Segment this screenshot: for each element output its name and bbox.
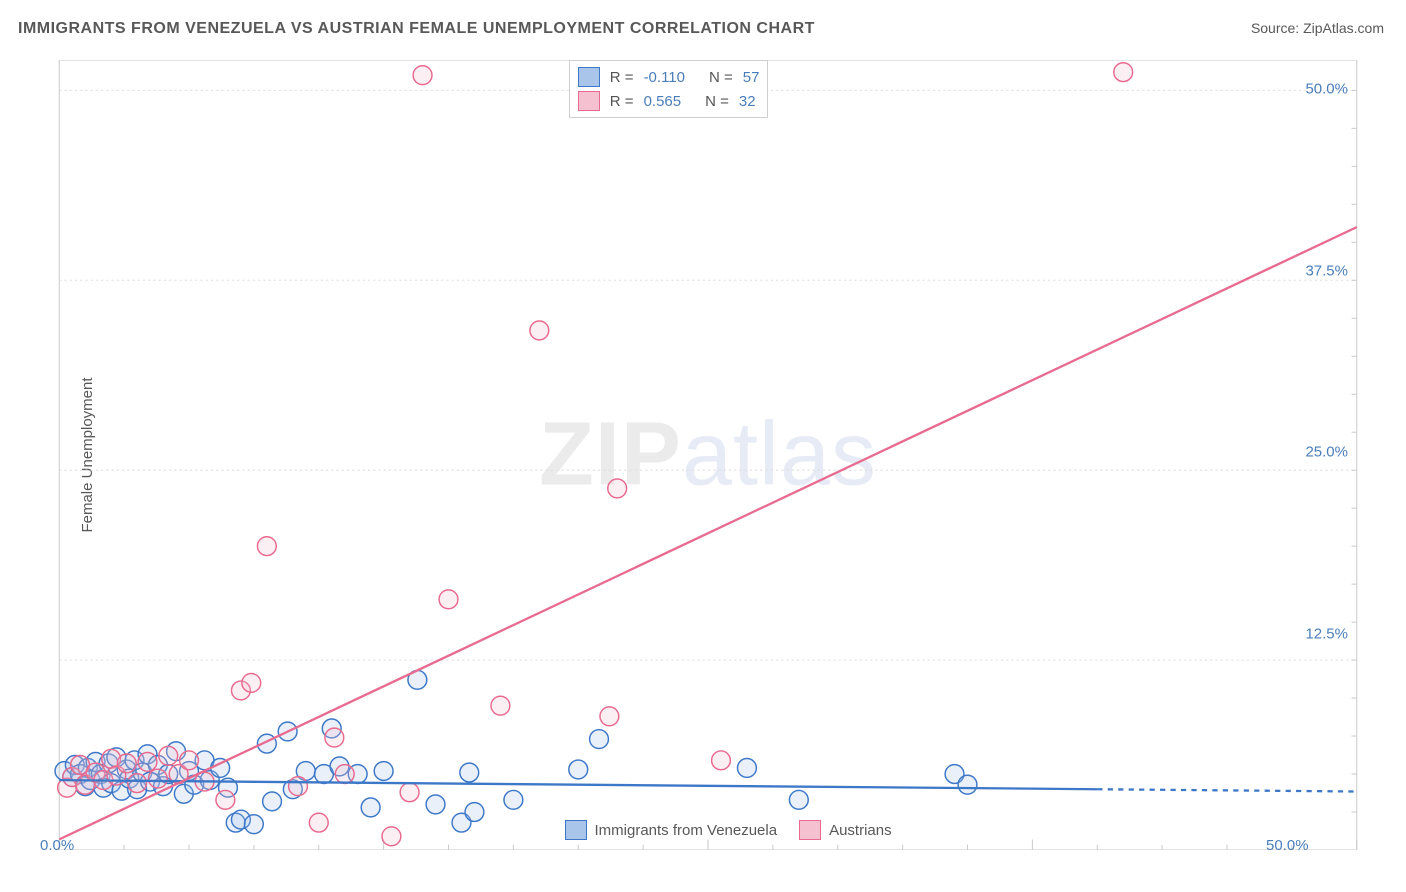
y-tick-label: 37.5%	[1288, 262, 1348, 279]
legend-r-value: 0.565	[644, 93, 682, 110]
series-legend: Immigrants from Venezuela Austrians	[565, 820, 892, 840]
source-name: ZipAtlas.com	[1303, 20, 1384, 36]
correlation-legend: R = -0.110 N = 57 R = 0.565 N = 32	[569, 60, 769, 118]
legend-n-label: N =	[709, 69, 733, 86]
series-name: Austrians	[829, 822, 892, 839]
legend-r-label: R =	[610, 69, 634, 86]
series-legend-item: Immigrants from Venezuela	[565, 820, 778, 840]
y-tick-label: 25.0%	[1288, 444, 1348, 461]
legend-row: R = -0.110 N = 57	[578, 65, 760, 89]
legend-swatch	[565, 820, 587, 840]
x-axis-min-label: 0.0%	[40, 837, 74, 854]
scatter-plot	[48, 60, 1368, 850]
chart-title: IMMIGRANTS FROM VENEZUELA VS AUSTRIAN FE…	[18, 20, 815, 38]
y-tick-label: 12.5%	[1288, 625, 1348, 642]
series-name: Immigrants from Venezuela	[595, 822, 778, 839]
x-axis-max-label: 50.0%	[1266, 837, 1309, 854]
legend-swatch	[578, 67, 600, 87]
series-legend-item: Austrians	[799, 820, 892, 840]
legend-row: R = 0.565 N = 32	[578, 89, 760, 113]
chart-area: Female Unemployment ZIPatlas R =-0.110N …	[48, 60, 1368, 850]
legend-swatch	[578, 91, 600, 111]
legend-r-label: R =	[610, 93, 634, 110]
legend-swatch	[799, 820, 821, 840]
source-credit: Source: ZipAtlas.com	[1251, 20, 1384, 36]
legend-n-value: 32	[739, 93, 756, 110]
y-tick-label: 50.0%	[1288, 81, 1348, 98]
legend-r-value: -0.110	[644, 69, 685, 86]
source-prefix: Source:	[1251, 20, 1303, 36]
legend-n-label: N =	[705, 93, 729, 110]
legend-n-value: 57	[743, 69, 760, 86]
